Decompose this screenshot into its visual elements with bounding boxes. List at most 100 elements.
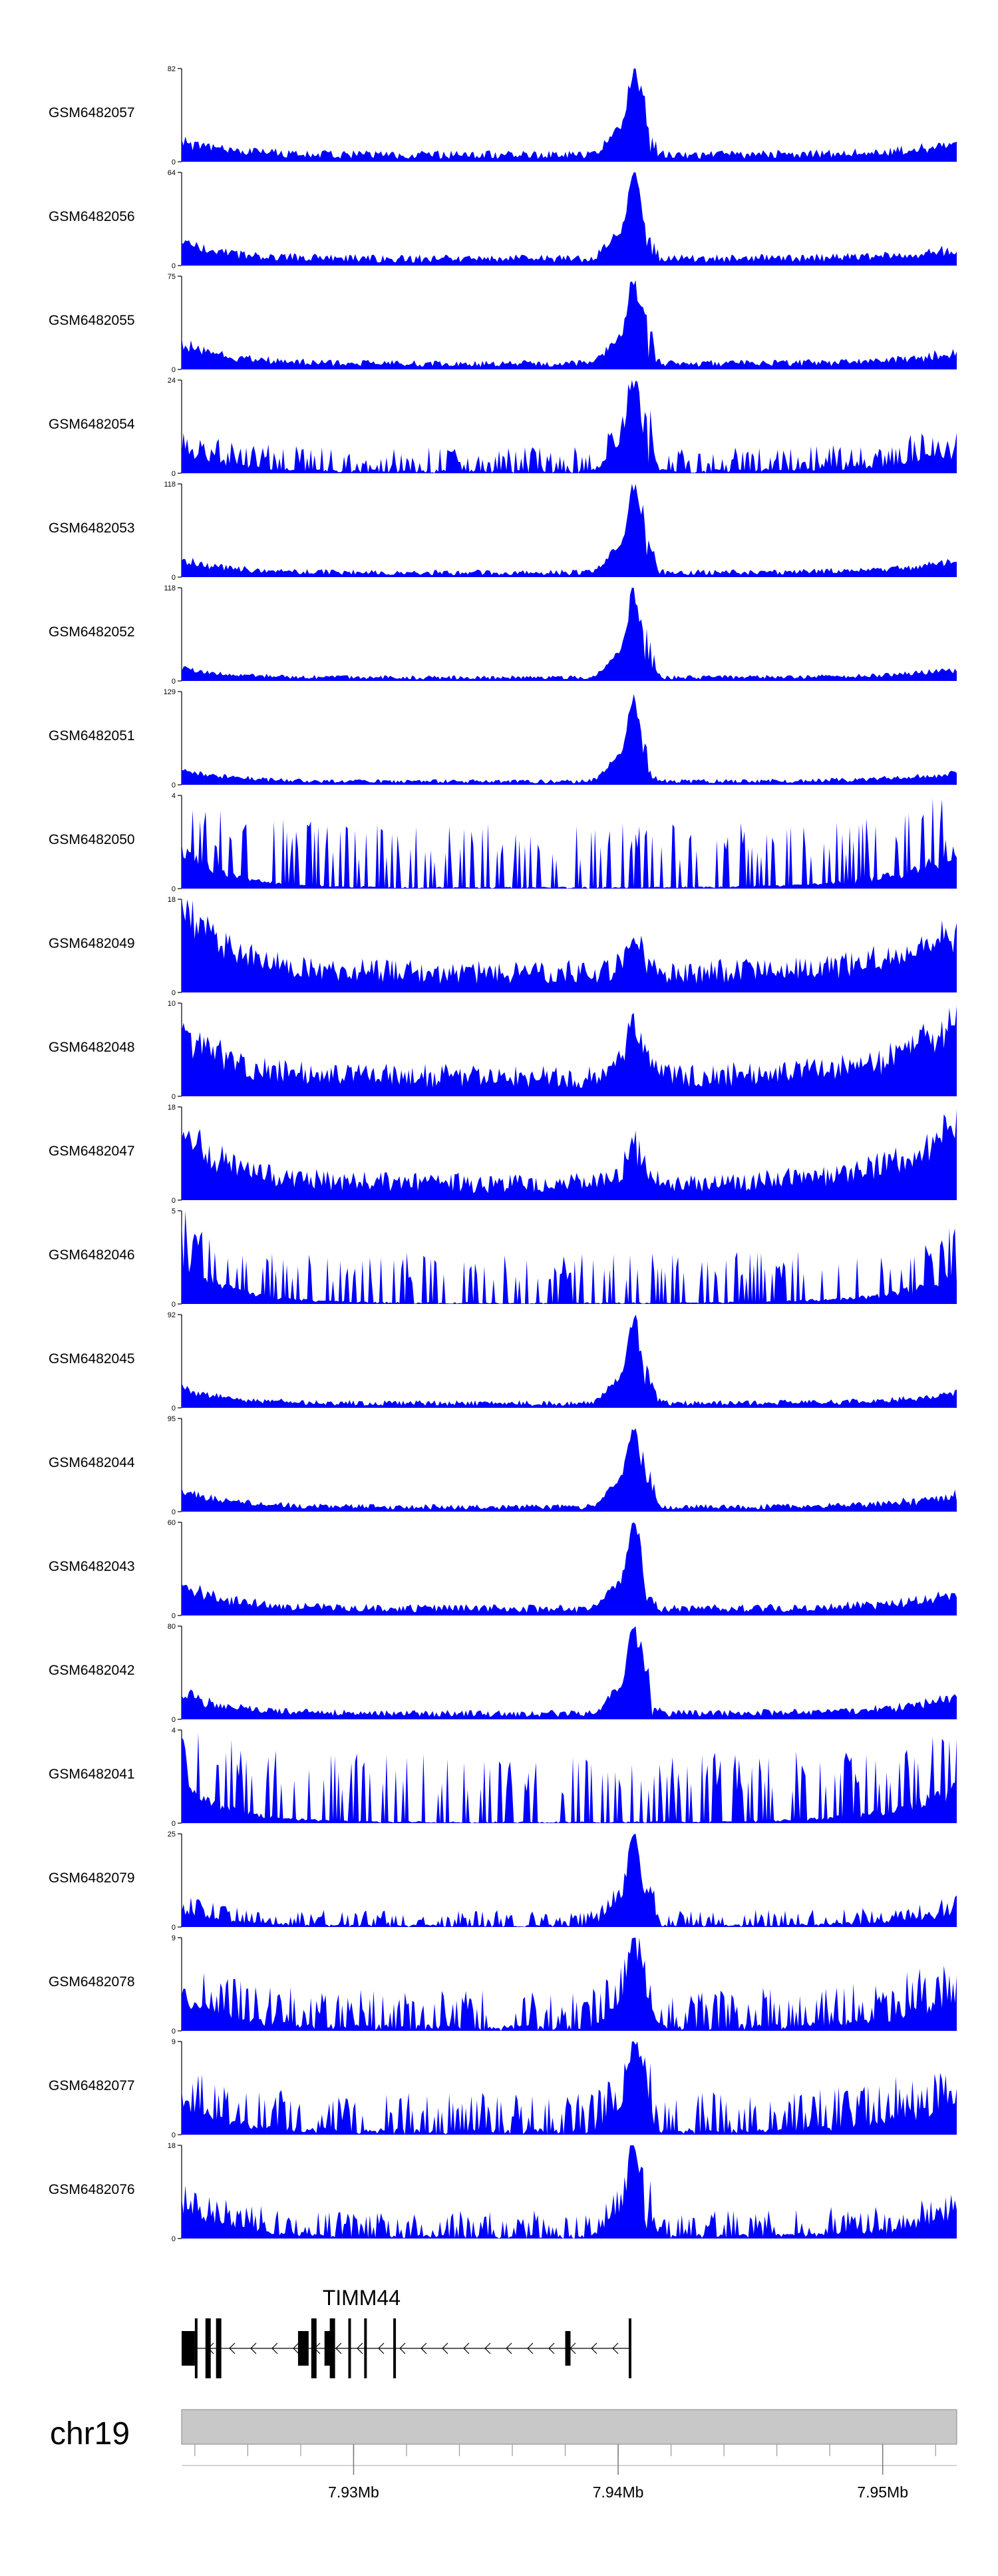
ytick-zero-label: 0: [172, 989, 176, 997]
strand-arrow: [442, 2342, 448, 2354]
strand-arrow: [420, 2342, 427, 2354]
track-label: GSM6482079: [49, 1870, 135, 1886]
strand-arrow: [463, 2342, 470, 2354]
ytick-max-label: 75: [168, 273, 176, 281]
track-label: GSM6482047: [49, 1144, 135, 1159]
track-GSM6482044: GSM6482044 95 0: [49, 1415, 957, 1516]
strand-arrows: [208, 2342, 619, 2354]
track-GSM6482045: GSM6482045 92 0: [49, 1311, 957, 1412]
ytick-zero-label: 0: [172, 781, 176, 789]
track-label: GSM6482057: [49, 105, 135, 120]
track-label: GSM6482055: [49, 313, 135, 328]
ytick-zero-label: 0: [172, 1820, 176, 1828]
track-label: GSM6482045: [49, 1351, 135, 1367]
track-GSM6482042: GSM6482042 80 0: [49, 1623, 957, 1724]
track-label: GSM6482078: [49, 1974, 135, 1990]
strand-arrow: [527, 2342, 534, 2354]
ytick-max-label: 9: [172, 1934, 176, 1942]
ytick-zero-label: 0: [172, 1404, 176, 1412]
ytick-zero-label: 0: [172, 262, 176, 270]
coverage-area: [182, 380, 957, 473]
coverage-area: [182, 1211, 957, 1304]
gene-name-label: TIMM44: [323, 2286, 401, 2310]
ytick-max-label: 118: [164, 481, 176, 489]
track-label: GSM6482041: [49, 1767, 135, 1782]
exon: [364, 2318, 367, 2378]
track-GSM6482079: GSM6482079 25 0: [49, 1830, 957, 1932]
track-GSM6482046: GSM6482046 5 0: [49, 1207, 957, 1309]
coverage-area: [182, 1938, 957, 2031]
genomic-axis: 7.93Mb 7.94Mb 7.95Mb: [182, 2444, 957, 2501]
ytick-max-label: 4: [172, 792, 176, 800]
ytick-max-label: 18: [168, 2142, 176, 2150]
strand-arrow: [250, 2342, 257, 2354]
track-label: GSM6482046: [49, 1247, 135, 1263]
strand-arrow: [612, 2342, 619, 2354]
strand-arrow: [484, 2342, 491, 2354]
track-label: GSM6482054: [49, 417, 135, 432]
chromosome-label: chr19: [50, 2416, 130, 2452]
exon: [329, 2318, 335, 2378]
coverage-area: [182, 899, 957, 992]
ytick-zero-label: 0: [172, 1508, 176, 1516]
ideogram-track: chr19 7.93Mb 7.94Mb 7.95Mb: [50, 2409, 957, 2501]
coverage-area: [182, 1109, 957, 1200]
ytick-zero-label: 0: [172, 1924, 176, 1932]
ytick-zero-label: 0: [172, 1301, 176, 1309]
track-label: GSM6482050: [49, 832, 135, 847]
ytick-max-label: 24: [168, 377, 176, 385]
ytick-max-label: 95: [168, 1415, 176, 1423]
coverage-area: [182, 2041, 957, 2135]
track-label: GSM6482076: [49, 2182, 135, 2197]
ytick-zero-label: 0: [172, 678, 176, 686]
coverage-area: [182, 484, 957, 577]
ytick-zero-label: 0: [172, 2028, 176, 2036]
ytick-zero-label: 0: [172, 470, 176, 478]
gene-exons: [182, 2318, 631, 2378]
coverage-tracks: GSM6482057820GSM6482056640GSM6482055750G…: [49, 65, 957, 2243]
ytick-zero-label: 0: [172, 1716, 176, 1724]
track-label: GSM6482043: [49, 1559, 135, 1574]
coverage-area: [182, 588, 957, 681]
exon: [182, 2331, 195, 2366]
strand-arrow: [271, 2342, 278, 2354]
track-GSM6482052: GSM6482052 118 0: [49, 584, 957, 686]
ytick-zero-label: 0: [172, 1197, 176, 1205]
track-label: GSM6482044: [49, 1455, 135, 1470]
x-tick-label: 7.93Mb: [328, 2483, 379, 2501]
coverage-area: [182, 1428, 957, 1512]
strand-arrow: [357, 2342, 363, 2354]
coverage-area: [182, 1006, 957, 1096]
strand-arrow: [548, 2342, 555, 2354]
strand-arrow: [399, 2342, 406, 2354]
ytick-max-label: 4: [172, 1727, 176, 1735]
track-GSM6482041: GSM6482041 4 0: [49, 1727, 957, 1828]
x-tick-label: 7.94Mb: [593, 2483, 644, 2501]
strand-arrow: [335, 2342, 342, 2354]
ytick-zero-label: 0: [172, 1612, 176, 1620]
ytick-zero-label: 0: [172, 574, 176, 582]
ytick-max-label: 18: [168, 1104, 176, 1112]
ytick-max-label: 25: [168, 1830, 176, 1838]
ytick-max-label: 5: [172, 1207, 176, 1215]
exon: [205, 2318, 211, 2378]
ytick-zero-label: 0: [172, 158, 176, 166]
coverage-area: [182, 69, 957, 162]
track-GSM6482055: GSM6482055 75 0: [49, 273, 957, 374]
exon: [393, 2318, 397, 2378]
track-label: GSM6482053: [49, 521, 135, 536]
track-GSM6482078: GSM6482078 9 0: [49, 1934, 957, 2036]
ytick-max-label: 9: [172, 2038, 176, 2046]
ytick-max-label: 64: [168, 169, 176, 177]
coverage-area: [182, 1626, 957, 1719]
coverage-area: [182, 172, 957, 266]
chromosome-ideogram: [181, 2409, 957, 2445]
track-label: GSM6482056: [49, 209, 135, 224]
ytick-max-label: 60: [168, 1519, 176, 1527]
ytick-max-label: 10: [168, 1000, 176, 1008]
track-GSM6482054: GSM6482054 24 0: [49, 377, 957, 478]
track-GSM6482076: GSM6482076 18 0: [49, 2142, 957, 2243]
coverage-area: [182, 694, 957, 785]
coverage-area: [182, 2145, 957, 2239]
